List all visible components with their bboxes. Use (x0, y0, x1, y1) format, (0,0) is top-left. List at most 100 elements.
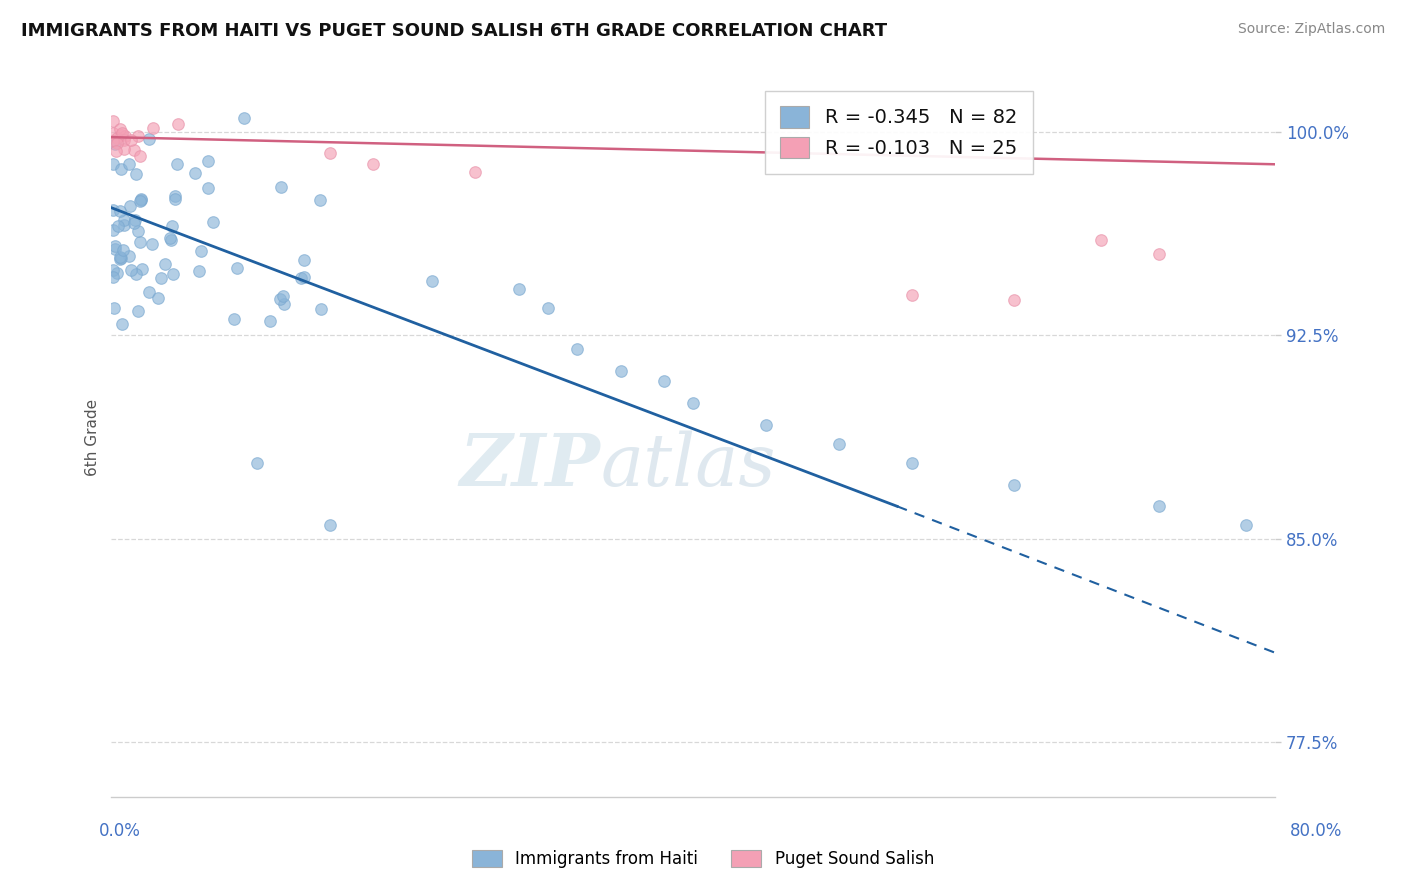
Point (160, 233, 183, 247)
Point (187, 264, 209, 278)
Point (111, 317, 134, 331)
Point (609, 363, 631, 377)
Point (111, 243, 134, 257)
Point (108, 250, 131, 264)
Point (101, 134, 124, 148)
Point (101, 269, 124, 284)
Point (202, 214, 225, 228)
Point (1147, 500, 1170, 514)
Point (1090, 233, 1112, 247)
Point (104, 239, 127, 253)
Point (292, 269, 315, 284)
Point (105, 130, 128, 145)
Point (122, 143, 145, 157)
Point (190, 244, 212, 258)
Point (129, 193, 152, 207)
Point (273, 297, 295, 311)
Point (111, 126, 134, 140)
Point (269, 292, 291, 306)
Y-axis label: 6th Grade: 6th Grade (86, 399, 100, 475)
Point (108, 121, 131, 136)
Point (309, 193, 332, 207)
Point (138, 131, 160, 145)
Point (900, 287, 922, 301)
Point (110, 128, 132, 142)
Point (183, 165, 205, 179)
Point (464, 165, 486, 179)
Point (117, 157, 139, 171)
Point (153, 257, 176, 271)
Point (125, 267, 148, 281)
Point (105, 136, 128, 151)
Point (114, 128, 136, 143)
Point (101, 113, 124, 128)
Point (104, 144, 127, 158)
Point (1002, 293, 1025, 307)
Point (226, 261, 249, 276)
Point (565, 342, 588, 356)
Text: ZIP: ZIP (460, 430, 600, 501)
Point (290, 270, 312, 285)
Point (167, 117, 190, 131)
Point (292, 252, 315, 267)
Point (148, 291, 170, 305)
Text: 80.0%: 80.0% (1291, 822, 1343, 840)
Point (101, 157, 124, 171)
Point (222, 312, 245, 326)
Point (120, 263, 142, 277)
Point (233, 111, 256, 125)
Point (159, 231, 181, 245)
Legend: Immigrants from Haiti, Puget Sound Salish: Immigrants from Haiti, Puget Sound Salis… (465, 843, 941, 875)
Point (128, 149, 150, 163)
Point (142, 121, 165, 136)
Text: IMMIGRANTS FROM HAITI VS PUGET SOUND SALISH 6TH GRADE CORRELATION CHART: IMMIGRANTS FROM HAITI VS PUGET SOUND SAL… (21, 22, 887, 40)
Point (104, 137, 127, 152)
Point (101, 262, 124, 277)
Point (131, 262, 153, 277)
Point (420, 274, 443, 288)
Point (309, 301, 332, 316)
Point (108, 252, 131, 266)
Point (197, 181, 219, 195)
Point (129, 193, 152, 207)
Point (138, 285, 160, 299)
Point (118, 249, 141, 263)
Point (124, 212, 146, 227)
Point (165, 192, 187, 206)
Point (112, 142, 135, 156)
Point (271, 289, 294, 303)
Point (101, 223, 124, 237)
Point (363, 157, 385, 171)
Point (112, 133, 135, 147)
Point (103, 301, 125, 315)
Point (101, 202, 124, 217)
Point (110, 251, 132, 265)
Point (150, 271, 173, 285)
Point (162, 267, 184, 281)
Point (127, 304, 149, 318)
Point (259, 313, 281, 327)
Text: Source: ZipAtlas.com: Source: ZipAtlas.com (1237, 22, 1385, 37)
Point (112, 213, 135, 227)
Text: atlas: atlas (600, 431, 776, 501)
Point (128, 235, 150, 249)
Point (127, 129, 149, 144)
Point (104, 242, 127, 256)
Point (270, 179, 292, 194)
Point (162, 219, 184, 233)
Point (1147, 247, 1170, 261)
Point (118, 199, 141, 213)
Point (755, 417, 778, 432)
Point (508, 282, 530, 296)
Point (101, 126, 124, 140)
Legend: R = -0.345   N = 82, R = -0.103   N = 25: R = -0.345 N = 82, R = -0.103 N = 25 (765, 91, 1033, 174)
Point (127, 224, 149, 238)
Point (108, 203, 131, 218)
Point (828, 437, 851, 451)
Text: 0.0%: 0.0% (98, 822, 141, 840)
Point (246, 456, 269, 470)
Point (652, 375, 675, 389)
Point (537, 301, 560, 315)
Point (125, 167, 148, 181)
Point (120, 133, 142, 147)
